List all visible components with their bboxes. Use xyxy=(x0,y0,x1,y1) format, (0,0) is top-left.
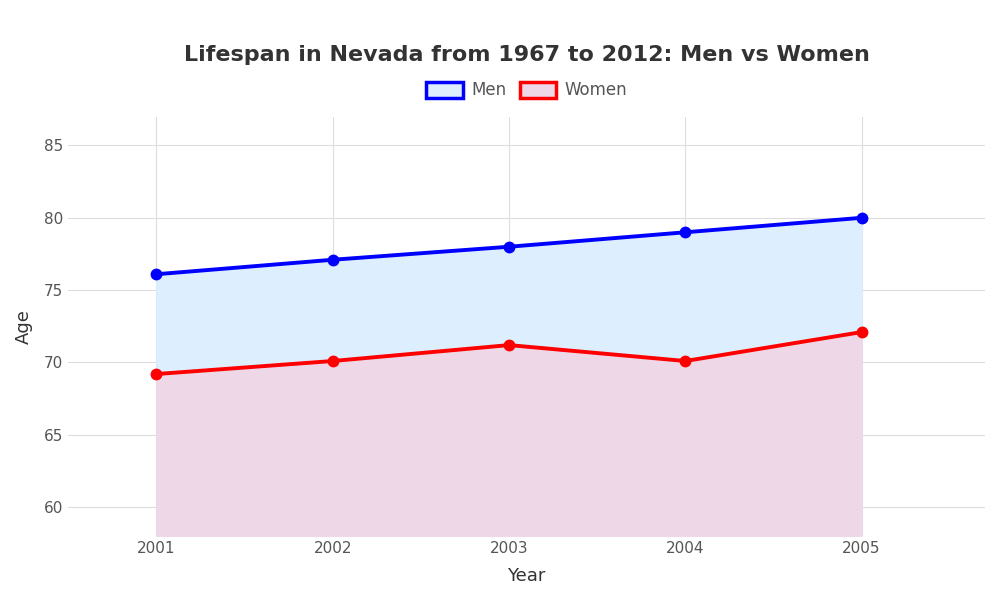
Legend: Men, Women: Men, Women xyxy=(419,74,634,106)
Title: Lifespan in Nevada from 1967 to 2012: Men vs Women: Lifespan in Nevada from 1967 to 2012: Me… xyxy=(184,45,870,65)
X-axis label: Year: Year xyxy=(507,567,546,585)
Y-axis label: Age: Age xyxy=(15,309,33,344)
